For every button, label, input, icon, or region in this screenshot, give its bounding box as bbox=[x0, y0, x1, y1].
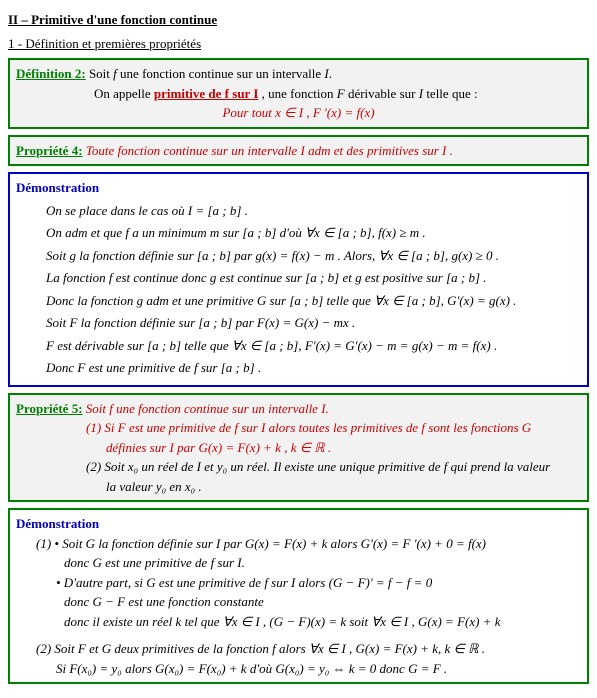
demo2-l2: donc G est une primitive de f sur I. bbox=[64, 553, 581, 573]
demo1-l2: On adm et que f a un minimum m sur [a ; … bbox=[46, 223, 581, 243]
propriete-5-label: Propriété 5: bbox=[16, 401, 83, 416]
demo2-l7: Si F(x₀) = y₀ alors G(x₀) = F(x₀) + k d'… bbox=[56, 659, 581, 679]
demo1-l5: Donc la fonction g adm et une primitive … bbox=[46, 291, 581, 311]
definition-2-label: Définition 2: bbox=[16, 66, 86, 81]
prop5-1b: définies sur I par G(x) = F(x) + k , k ∈… bbox=[106, 438, 581, 458]
demonstration-1-box: Démonstration On se place dans le cas où… bbox=[8, 172, 589, 387]
prop5-2a: (2) Soit x₀ un réel de I et y₀ un réel. … bbox=[86, 457, 581, 477]
demonstration-2-box: Démonstration (1) • Soit G la fonction d… bbox=[8, 508, 589, 684]
demo2-l5: donc il existe un réel k tel que ∀x ∈ I … bbox=[64, 612, 581, 632]
demo1-l4: La fonction f est continue donc g est co… bbox=[46, 268, 581, 288]
demo2-l4: donc G − F est une fonction constante bbox=[64, 592, 581, 612]
demo1-l6: Soit F la fonction définie sur [a ; b] p… bbox=[46, 313, 581, 333]
demo2-l3: • D'autre part, si G est une primitive d… bbox=[56, 573, 581, 593]
def2-line2: On appelle primitive de f sur I , une fo… bbox=[94, 86, 478, 101]
prop5-intro: Soit f une fonction continue sur un inte… bbox=[83, 401, 329, 416]
subsection-title: 1 - Définition et premières propriétés bbox=[8, 36, 589, 52]
propriete-5-box: Propriété 5: Soit f une fonction continu… bbox=[8, 393, 589, 503]
propriete-4-label: Propriété 4: bbox=[16, 143, 83, 158]
definition-2-box: Définition 2: Soit f une fonction contin… bbox=[8, 58, 589, 129]
prop5-2b: la valeur y₀ en x₀ . bbox=[106, 477, 581, 497]
section-title: II – Primitive d'une fonction continue bbox=[8, 12, 589, 28]
prop4-text: Toute fonction continue sur un intervall… bbox=[83, 143, 453, 158]
demo1-l7: F est dérivable sur [a ; b] telle que ∀x… bbox=[46, 336, 581, 356]
demo2-label: Démonstration bbox=[16, 514, 581, 534]
def2-text: Soit f une fonction continue sur un inte… bbox=[89, 66, 332, 81]
demo2-l6: (2) Soit F et G deux primitives de la fo… bbox=[36, 639, 581, 659]
demo1-l1: On se place dans le cas où I = [a ; b] . bbox=[46, 201, 581, 221]
demo1-l8: Donc F est une primitive de f sur [a ; b… bbox=[46, 358, 581, 378]
propriete-4-box: Propriété 4: Toute fonction continue sur… bbox=[8, 135, 589, 167]
demo1-label: Démonstration bbox=[16, 178, 581, 198]
demo2-l1: (1) • Soit G la fonction définie sur I p… bbox=[36, 534, 581, 554]
demo1-l3: Soit g la fonction définie sur [a ; b] p… bbox=[46, 246, 581, 266]
def2-formula: Pour tout x ∈ I , F '(x) = f(x) bbox=[16, 103, 581, 123]
prop5-1a: (1) Si F est une primitive de f sur I al… bbox=[86, 418, 581, 438]
